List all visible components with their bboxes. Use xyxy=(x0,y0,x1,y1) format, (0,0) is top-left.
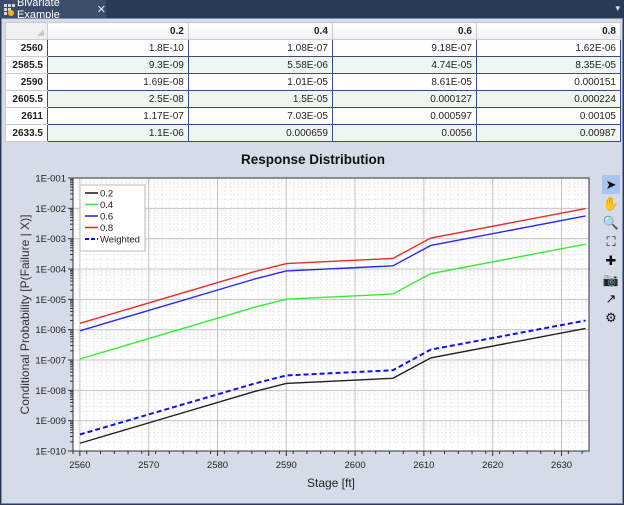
y-tick-label: 1E-006 xyxy=(35,325,66,336)
chart-toolbar: ➤ ✋ 🔍 ⛶ ✚ 📷 ↗ ⚙ xyxy=(602,175,620,327)
series-line-0.4[interactable] xyxy=(79,243,586,360)
snapshot-tool-button[interactable]: 📷 xyxy=(602,270,620,289)
legend-item-label: 0.6 xyxy=(100,212,113,223)
table-cell[interactable]: 8.35E-05 xyxy=(475,56,622,74)
table-cell[interactable]: 1.1E-06 xyxy=(47,124,189,142)
crosshair-tool-button[interactable]: ✚ xyxy=(602,251,620,270)
x-tick-label: 2580 xyxy=(207,460,228,471)
series-line-0.8[interactable] xyxy=(79,207,586,324)
zoom-extents-tool-button[interactable]: ⛶ xyxy=(602,232,620,251)
x-tick-label: 2630 xyxy=(551,460,572,471)
series-line-weighted[interactable] xyxy=(79,319,586,436)
series-line-0.6[interactable] xyxy=(79,215,586,332)
y-tick-label: 1E-001 xyxy=(35,174,66,185)
pointer-tool-button[interactable]: ➤ xyxy=(602,175,620,194)
series-line-0.2[interactable] xyxy=(79,327,586,444)
document-tab-bar: Bivariate Example ✕ ▾ xyxy=(0,0,624,21)
table-cell[interactable]: 0.000127 xyxy=(331,90,477,108)
x-tick-label: 2560 xyxy=(69,460,90,471)
data-table: 0.2 0.4 0.6 0.8 2560 1.8E-10 1.08E-07 9.18E… xyxy=(5,22,622,142)
row-header[interactable]: 2590 xyxy=(5,73,48,91)
grid-icon xyxy=(4,3,15,16)
legend-item-label: 0.2 xyxy=(100,189,113,200)
table-cell[interactable]: 0.000224 xyxy=(475,90,622,108)
legend-item-label: 0.4 xyxy=(100,200,113,211)
row-header[interactable]: 2605.5 xyxy=(5,90,48,108)
y-tick-label: 1E-009 xyxy=(35,416,66,427)
table-cell[interactable]: 5.58E-06 xyxy=(187,56,333,74)
settings-tool-icon: ⚙ xyxy=(605,309,617,325)
chart-title: Response Distribution xyxy=(240,152,385,167)
snapshot-tool-icon: 📷 xyxy=(602,271,620,287)
y-tick-label: 1E-002 xyxy=(35,204,66,215)
table-cell[interactable]: 4.74E-05 xyxy=(331,56,477,74)
table-cell[interactable]: 9.3E-09 xyxy=(47,56,189,74)
x-tick-label: 2600 xyxy=(345,460,366,471)
table-row[interactable]: 2633.5 1.1E-06 0.000659 0.0056 0.00987 xyxy=(5,124,622,142)
x-axis-title: Stage [ft] xyxy=(307,476,355,490)
export-tool-button[interactable]: ↗ xyxy=(602,289,620,308)
row-header[interactable]: 2585.5 xyxy=(5,56,48,74)
zoom-extents-tool-icon: ⛶ xyxy=(606,233,616,249)
plot-background xyxy=(73,178,589,451)
y-tick-label: 1E-003 xyxy=(35,234,66,245)
export-tool-icon: ↗ xyxy=(605,290,617,306)
table-cell[interactable]: 0.00987 xyxy=(475,124,622,142)
x-tick-label: 2610 xyxy=(413,460,434,471)
column-header[interactable]: 0.6 xyxy=(331,22,477,40)
pan-tool-button[interactable]: ✋ xyxy=(602,194,620,213)
table-cell[interactable]: 0.0056 xyxy=(331,124,477,142)
y-tick-label: 1E-007 xyxy=(35,356,66,367)
select-all-corner[interactable] xyxy=(5,22,48,40)
zoom-tool-button[interactable]: 🔍 xyxy=(602,213,620,232)
x-tick-label: 2620 xyxy=(482,460,503,471)
table-cell[interactable]: 0.000659 xyxy=(187,124,333,142)
zoom-tool-icon: 🔍 xyxy=(602,214,620,230)
pan-tool-icon: ✋ xyxy=(602,195,620,211)
x-tick-label: 2590 xyxy=(276,460,297,471)
chart-plot-area[interactable]: 2560 2570 2580 2590 2600 2610 2620 2630 1E-010 1E… xyxy=(2,19,624,505)
window-menu-icon[interactable]: ▾ xyxy=(615,3,620,13)
tab-bivariate-example[interactable]: Bivariate Example ✕ xyxy=(0,0,106,21)
row-header[interactable]: 2633.5 xyxy=(5,124,48,142)
x-tick-label: 2570 xyxy=(138,460,159,471)
legend-item-label: 0.8 xyxy=(100,223,113,234)
table-row[interactable]: 2605.5 2.5E-08 1.5E-05 0.000127 0.000224 xyxy=(5,90,622,108)
legend-item-label: Weighted xyxy=(100,235,140,246)
main-content: 0.2 0.4 0.6 0.8 2560 1.8E-10 1.08E-07 9.18E… xyxy=(1,18,623,504)
y-tick-label: 1E-004 xyxy=(35,265,66,276)
column-header[interactable]: 0.8 xyxy=(475,22,622,40)
table-row[interactable]: 2560 1.8E-10 1.08E-07 9.18E-07 1.62E-06 xyxy=(5,39,622,57)
table-row[interactable]: 2585.5 9.3E-09 5.58E-06 4.74E-05 8.35E-05 xyxy=(5,56,622,74)
table-row[interactable]: 2590 1.69E-08 1.01E-05 8.61E-05 0.000151 xyxy=(5,73,622,91)
crosshair-tool-icon: ✚ xyxy=(605,252,617,268)
y-axis-title: Conditional Probability [P(Failure | X)] xyxy=(18,215,32,415)
y-tick-label: 1E-008 xyxy=(35,386,66,397)
pointer-tool-icon: ➤ xyxy=(605,176,617,192)
settings-tool-button[interactable]: ⚙ xyxy=(602,308,620,327)
y-tick-label: 1E-010 xyxy=(35,447,66,458)
close-icon[interactable]: ✕ xyxy=(96,3,106,16)
y-tick-label: 1E-005 xyxy=(35,295,66,306)
